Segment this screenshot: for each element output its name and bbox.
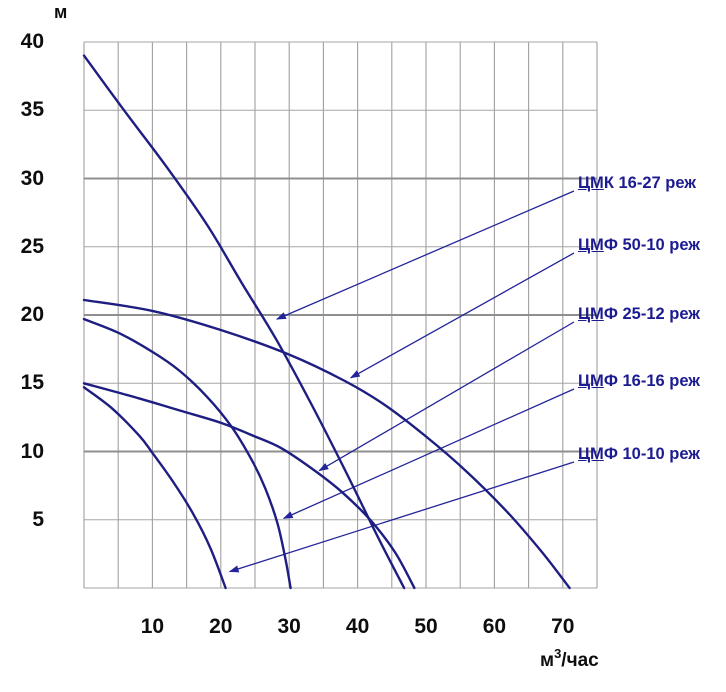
y-tick-35: 35: [20, 98, 44, 122]
curve-label-underlined-part: ЦМ: [578, 305, 604, 323]
leader-arrow-ЦМФ 10-10 реж: [228, 461, 575, 573]
curve-ЦМФ 16-16 реж: [82, 317, 292, 590]
curve-label-underlined-part: ЦМ: [578, 236, 604, 254]
curve-label-underlined-part: ЦМ: [578, 445, 604, 463]
pump-curves: [82, 54, 571, 590]
curve-ЦМК 16-27 реж: [82, 54, 406, 590]
curve-label-underlined-part: ЦМ: [578, 174, 604, 192]
leader-arrow-ЦМФ 50-10 реж: [349, 252, 575, 379]
curve-ЦМФ 50-10 реж: [82, 298, 571, 590]
x-tick-10: 10: [140, 615, 165, 638]
x-axis-unit-base: м: [540, 650, 555, 671]
curve-label-cmk-16-27: ЦМК 16-27 реж: [578, 174, 696, 193]
curve-label-cmf-10-10: ЦМФ 10-10 реж: [578, 445, 700, 464]
x-tick-50: 50: [414, 615, 438, 638]
y-tick-15: 15: [20, 371, 44, 395]
x-axis-unit-rest: /час: [561, 650, 599, 671]
y-tick-10: 10: [20, 439, 44, 463]
x-axis-title: м3/час: [540, 646, 599, 672]
leader-arrow-ЦМК 16-27 реж: [275, 190, 575, 320]
x-tick-70: 70: [551, 615, 575, 638]
curve-label-rest: Ф 25-12 реж: [603, 305, 701, 323]
x-axis-unit-exponent: 3: [554, 646, 562, 661]
curve-label-rest: Ф 50-10 реж: [603, 236, 701, 254]
curve-label-rest: К 16-27 реж: [603, 174, 696, 192]
leader-arrow-ЦМФ 16-16 реж: [282, 388, 575, 519]
curve-label-rest: Ф 16-16 реж: [603, 372, 701, 390]
leader-arrow-ЦМФ 25-12 реж: [318, 321, 575, 472]
curve-label-cmf-25-12: ЦМФ 25-12 реж: [578, 305, 700, 324]
y-tick-40: 40: [20, 30, 44, 53]
curve-label-rest: Ф 10-10 реж: [603, 445, 701, 463]
curve-label-cmf-50-10: ЦМФ 50-10 реж: [578, 236, 700, 255]
x-tick-60: 60: [482, 615, 507, 638]
x-tick-30: 30: [277, 615, 301, 638]
curve-label-cmf-16-16: ЦМФ 16-16 реж: [578, 372, 700, 391]
x-tick-20: 20: [209, 615, 233, 638]
y-tick-30: 30: [20, 166, 44, 190]
x-tick-40: 40: [345, 615, 370, 638]
y-tick-25: 25: [20, 234, 44, 258]
curve-ЦМФ 25-12 реж: [82, 382, 416, 590]
curve-label-underlined-part: ЦМ: [578, 372, 604, 390]
leader-arrows: [228, 190, 575, 573]
y-axis-title: м: [54, 2, 68, 22]
curve-ЦМФ 10-10 реж: [82, 386, 227, 590]
grid-lines: [83, 41, 598, 589]
y-tick-5: 5: [32, 507, 44, 531]
y-tick-20: 20: [20, 303, 44, 326]
